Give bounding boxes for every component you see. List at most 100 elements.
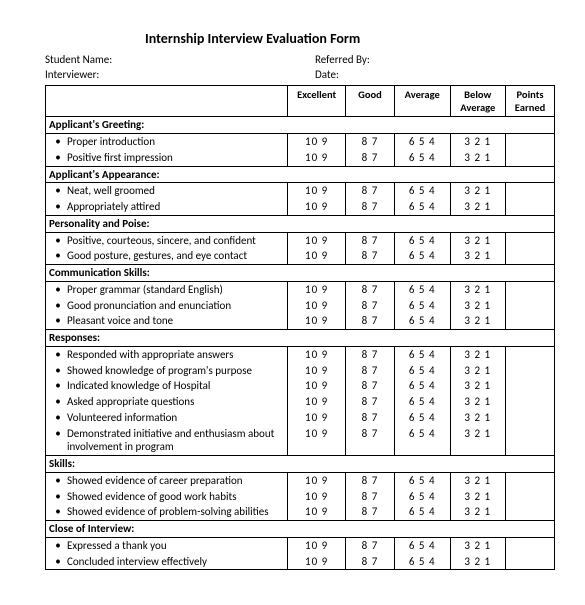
score-excellent[interactable]: 10 9 bbox=[288, 150, 346, 166]
points-earned-cell[interactable] bbox=[506, 554, 555, 570]
score-good[interactable]: 8 7 bbox=[346, 489, 395, 505]
score-good[interactable]: 8 7 bbox=[346, 472, 395, 488]
score-good[interactable]: 8 7 bbox=[346, 150, 395, 166]
score-below_average[interactable]: 3 2 1 bbox=[450, 554, 506, 570]
points-earned-cell[interactable] bbox=[506, 346, 555, 362]
score-excellent[interactable]: 10 9 bbox=[288, 378, 346, 394]
score-good[interactable]: 8 7 bbox=[346, 183, 395, 199]
score-below_average[interactable]: 3 2 1 bbox=[450, 346, 506, 362]
score-average[interactable]: 6 5 4 bbox=[394, 363, 450, 379]
points-earned-cell[interactable] bbox=[506, 378, 555, 394]
points-earned-cell[interactable] bbox=[506, 394, 555, 410]
score-average[interactable]: 6 5 4 bbox=[394, 504, 450, 520]
points-earned-cell[interactable] bbox=[506, 134, 555, 150]
score-below_average[interactable]: 3 2 1 bbox=[450, 232, 506, 248]
points-earned-cell[interactable] bbox=[506, 298, 555, 314]
score-excellent[interactable]: 10 9 bbox=[288, 426, 346, 456]
score-below_average[interactable]: 3 2 1 bbox=[450, 248, 506, 264]
score-average[interactable]: 6 5 4 bbox=[394, 199, 450, 215]
points-earned-cell[interactable] bbox=[506, 537, 555, 553]
score-excellent[interactable]: 10 9 bbox=[288, 232, 346, 248]
score-good[interactable]: 8 7 bbox=[346, 378, 395, 394]
score-below_average[interactable]: 3 2 1 bbox=[450, 489, 506, 505]
score-below_average[interactable]: 3 2 1 bbox=[450, 183, 506, 199]
score-average[interactable]: 6 5 4 bbox=[394, 378, 450, 394]
score-excellent[interactable]: 10 9 bbox=[288, 134, 346, 150]
score-average[interactable]: 6 5 4 bbox=[394, 183, 450, 199]
score-excellent[interactable]: 10 9 bbox=[288, 298, 346, 314]
score-excellent[interactable]: 10 9 bbox=[288, 554, 346, 570]
score-good[interactable]: 8 7 bbox=[346, 232, 395, 248]
score-good[interactable]: 8 7 bbox=[346, 346, 395, 362]
score-below_average[interactable]: 3 2 1 bbox=[450, 313, 506, 329]
score-average[interactable]: 6 5 4 bbox=[394, 554, 450, 570]
score-good[interactable]: 8 7 bbox=[346, 298, 395, 314]
score-good[interactable]: 8 7 bbox=[346, 554, 395, 570]
points-earned-cell[interactable] bbox=[506, 363, 555, 379]
points-earned-cell[interactable] bbox=[506, 183, 555, 199]
score-below_average[interactable]: 3 2 1 bbox=[450, 298, 506, 314]
score-average[interactable]: 6 5 4 bbox=[394, 150, 450, 166]
score-excellent[interactable]: 10 9 bbox=[288, 313, 346, 329]
score-average[interactable]: 6 5 4 bbox=[394, 489, 450, 505]
score-below_average[interactable]: 3 2 1 bbox=[450, 537, 506, 553]
score-below_average[interactable]: 3 2 1 bbox=[450, 394, 506, 410]
score-below_average[interactable]: 3 2 1 bbox=[450, 504, 506, 520]
points-earned-cell[interactable] bbox=[506, 472, 555, 488]
score-good[interactable]: 8 7 bbox=[346, 281, 395, 297]
score-good[interactable]: 8 7 bbox=[346, 504, 395, 520]
score-good[interactable]: 8 7 bbox=[346, 394, 395, 410]
score-good[interactable]: 8 7 bbox=[346, 199, 395, 215]
points-earned-cell[interactable] bbox=[506, 199, 555, 215]
score-average[interactable]: 6 5 4 bbox=[394, 537, 450, 553]
points-earned-cell[interactable] bbox=[506, 150, 555, 166]
points-earned-cell[interactable] bbox=[506, 281, 555, 297]
score-below_average[interactable]: 3 2 1 bbox=[450, 363, 506, 379]
score-excellent[interactable]: 10 9 bbox=[288, 346, 346, 362]
points-earned-cell[interactable] bbox=[506, 504, 555, 520]
score-good[interactable]: 8 7 bbox=[346, 426, 395, 456]
score-excellent[interactable]: 10 9 bbox=[288, 363, 346, 379]
score-excellent[interactable]: 10 9 bbox=[288, 410, 346, 426]
score-average[interactable]: 6 5 4 bbox=[394, 472, 450, 488]
score-below_average[interactable]: 3 2 1 bbox=[450, 281, 506, 297]
score-average[interactable]: 6 5 4 bbox=[394, 281, 450, 297]
score-average[interactable]: 6 5 4 bbox=[394, 134, 450, 150]
score-excellent[interactable]: 10 9 bbox=[288, 394, 346, 410]
points-earned-cell[interactable] bbox=[506, 232, 555, 248]
points-earned-cell[interactable] bbox=[506, 410, 555, 426]
score-good[interactable]: 8 7 bbox=[346, 313, 395, 329]
points-earned-cell[interactable] bbox=[506, 426, 555, 456]
score-good[interactable]: 8 7 bbox=[346, 537, 395, 553]
score-average[interactable]: 6 5 4 bbox=[394, 394, 450, 410]
score-excellent[interactable]: 10 9 bbox=[288, 183, 346, 199]
score-excellent[interactable]: 10 9 bbox=[288, 537, 346, 553]
score-below_average[interactable]: 3 2 1 bbox=[450, 426, 506, 456]
score-good[interactable]: 8 7 bbox=[346, 363, 395, 379]
score-average[interactable]: 6 5 4 bbox=[394, 426, 450, 456]
score-below_average[interactable]: 3 2 1 bbox=[450, 199, 506, 215]
score-average[interactable]: 6 5 4 bbox=[394, 313, 450, 329]
score-excellent[interactable]: 10 9 bbox=[288, 489, 346, 505]
score-excellent[interactable]: 10 9 bbox=[288, 504, 346, 520]
score-average[interactable]: 6 5 4 bbox=[394, 410, 450, 426]
points-earned-cell[interactable] bbox=[506, 248, 555, 264]
score-below_average[interactable]: 3 2 1 bbox=[450, 378, 506, 394]
score-below_average[interactable]: 3 2 1 bbox=[450, 150, 506, 166]
score-average[interactable]: 6 5 4 bbox=[394, 232, 450, 248]
score-excellent[interactable]: 10 9 bbox=[288, 199, 346, 215]
score-excellent[interactable]: 10 9 bbox=[288, 248, 346, 264]
score-excellent[interactable]: 10 9 bbox=[288, 472, 346, 488]
score-average[interactable]: 6 5 4 bbox=[394, 298, 450, 314]
score-average[interactable]: 6 5 4 bbox=[394, 248, 450, 264]
score-good[interactable]: 8 7 bbox=[346, 410, 395, 426]
score-average[interactable]: 6 5 4 bbox=[394, 346, 450, 362]
points-earned-cell[interactable] bbox=[506, 313, 555, 329]
score-excellent[interactable]: 10 9 bbox=[288, 281, 346, 297]
points-earned-cell[interactable] bbox=[506, 489, 555, 505]
score-below_average[interactable]: 3 2 1 bbox=[450, 472, 506, 488]
score-below_average[interactable]: 3 2 1 bbox=[450, 134, 506, 150]
score-below_average[interactable]: 3 2 1 bbox=[450, 410, 506, 426]
score-good[interactable]: 8 7 bbox=[346, 248, 395, 264]
score-good[interactable]: 8 7 bbox=[346, 134, 395, 150]
